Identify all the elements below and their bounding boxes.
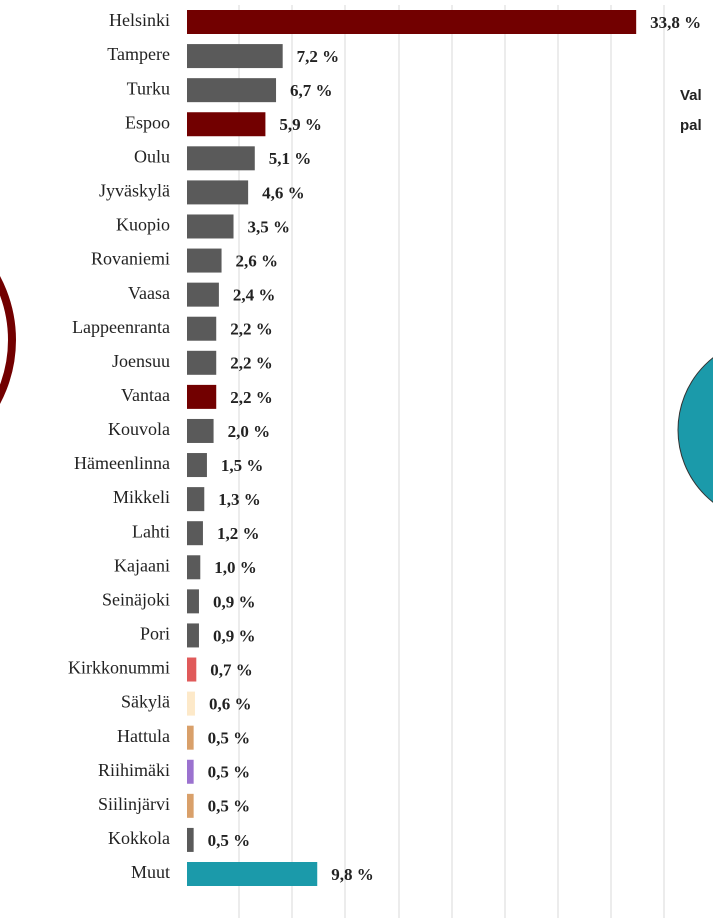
bar bbox=[187, 691, 195, 716]
category-label: Hattula bbox=[117, 726, 170, 746]
category-label: Lahti bbox=[132, 521, 170, 541]
bar bbox=[187, 146, 255, 171]
bar bbox=[187, 180, 249, 205]
bar bbox=[187, 44, 283, 69]
category-label: Pori bbox=[140, 624, 170, 644]
bar bbox=[187, 384, 217, 409]
bar bbox=[187, 555, 201, 580]
bar bbox=[187, 78, 277, 103]
category-label: Mikkeli bbox=[113, 487, 170, 507]
category-label: Espoo bbox=[125, 112, 170, 132]
bar bbox=[187, 725, 194, 750]
category-label: Riihimäki bbox=[98, 760, 170, 780]
value-label: 5,9 % bbox=[279, 115, 322, 134]
value-label: 0,6 % bbox=[209, 695, 252, 714]
value-label: 0,5 % bbox=[208, 831, 251, 850]
category-label: Säkylä bbox=[121, 692, 170, 712]
value-label: 0,5 % bbox=[208, 763, 251, 782]
value-label: 5,1 % bbox=[269, 149, 312, 168]
value-label: 9,8 % bbox=[331, 865, 374, 884]
bar bbox=[187, 827, 194, 852]
bar bbox=[187, 623, 199, 648]
bar bbox=[187, 418, 214, 443]
value-label: 1,5 % bbox=[221, 456, 264, 475]
bar bbox=[187, 521, 203, 546]
category-label: Hämeenlinna bbox=[74, 453, 170, 473]
value-label: 0,7 % bbox=[210, 660, 253, 679]
value-label: 6,7 % bbox=[290, 81, 333, 100]
category-label: Seinäjoki bbox=[102, 589, 170, 609]
category-label: Vantaa bbox=[121, 385, 170, 405]
category-label: Kokkola bbox=[108, 828, 170, 848]
value-label: 1,3 % bbox=[218, 490, 260, 509]
bar bbox=[187, 248, 222, 273]
bar bbox=[187, 316, 217, 341]
bar bbox=[187, 214, 234, 239]
value-label: 2,4 % bbox=[233, 286, 275, 305]
value-label: 2,2 % bbox=[230, 354, 273, 373]
value-label: 1,2 % bbox=[217, 524, 260, 543]
bar bbox=[187, 589, 199, 614]
bar bbox=[187, 10, 637, 34]
decor-arc bbox=[0, 276, 16, 404]
category-label: Turku bbox=[127, 78, 170, 98]
bar bbox=[187, 487, 205, 512]
bar bbox=[187, 350, 217, 375]
bar bbox=[187, 282, 219, 307]
category-label: Siilinjärvi bbox=[98, 794, 170, 814]
value-label: 0,9 % bbox=[213, 592, 256, 611]
value-label: 2,2 % bbox=[230, 320, 273, 339]
bar bbox=[187, 793, 194, 818]
grid bbox=[238, 5, 665, 918]
decor-circle bbox=[677, 357, 713, 503]
bar bbox=[187, 657, 197, 682]
value-label: 33,8 % bbox=[650, 13, 701, 32]
category-label: Rovaniemi bbox=[91, 249, 170, 269]
bar bbox=[187, 759, 194, 784]
category-label: Helsinki bbox=[109, 10, 170, 30]
value-label: 0,9 % bbox=[213, 626, 256, 645]
category-label: Oulu bbox=[134, 146, 170, 166]
value-label: 0,5 % bbox=[208, 797, 251, 816]
annotation: Val bbox=[680, 87, 702, 104]
value-label: 1,0 % bbox=[214, 558, 257, 577]
category-label: Kuopio bbox=[116, 215, 170, 235]
value-label: 0,5 % bbox=[208, 729, 251, 748]
bar bbox=[187, 112, 266, 137]
category-label: Lappeenranta bbox=[72, 317, 170, 337]
value-label: 7,2 % bbox=[297, 47, 340, 66]
bar bbox=[187, 453, 207, 478]
category-label: Kajaani bbox=[114, 555, 170, 575]
annotation: pal bbox=[680, 117, 702, 134]
category-label: Muut bbox=[131, 862, 170, 882]
value-label: 2,2 % bbox=[230, 388, 273, 407]
value-label: 2,0 % bbox=[228, 422, 271, 441]
category-label: Kouvola bbox=[108, 419, 170, 439]
category-label: Kirkkonummi bbox=[68, 658, 170, 678]
bar bbox=[187, 862, 318, 886]
category-label: Jyväskylä bbox=[99, 181, 170, 201]
category-label: Joensuu bbox=[112, 351, 170, 371]
value-label: 4,6 % bbox=[262, 183, 305, 202]
value-label: 2,6 % bbox=[236, 251, 278, 270]
value-label: 3,5 % bbox=[248, 217, 291, 236]
category-label: Tampere bbox=[107, 44, 170, 64]
category-label: Vaasa bbox=[128, 283, 170, 303]
